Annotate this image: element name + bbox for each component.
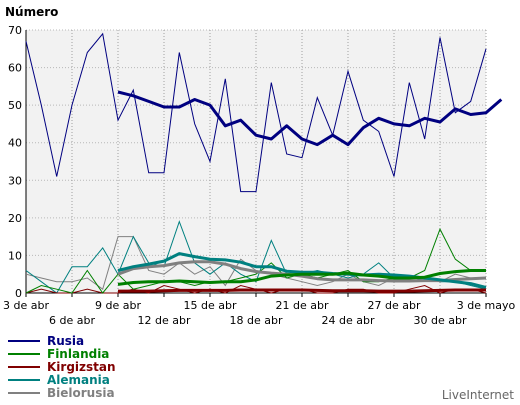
x-tick-label: 3 de mayo (457, 299, 516, 312)
legend-entry: Rusia (47, 334, 84, 348)
y-tick-label: 70 (8, 24, 22, 37)
legend-entry: Bielorusia (47, 386, 115, 400)
legend-entry: Alemania (47, 373, 110, 387)
legend: RusiaFinlandiaKirgizstanAlemaniaBielorus… (8, 334, 116, 400)
x-tick-label: 21 de abr (276, 299, 329, 312)
legend-entry: Kirgizstan (47, 360, 116, 374)
series-average-line-kirgizstan (118, 288, 486, 293)
y-tick-label: 60 (8, 62, 22, 75)
x-tick-label: 24 de abr (322, 314, 375, 327)
y-axis-label: Número (5, 5, 58, 19)
y-tick-label: 30 (8, 174, 22, 187)
x-tick-label: 30 de abr (414, 314, 467, 327)
y-tick-label: 40 (8, 137, 22, 150)
series-average-line-bielorusia (117, 260, 487, 283)
series-average-line-rusia (117, 90, 503, 147)
x-tick-label: 9 de abr (95, 299, 141, 312)
series-line-rusia (25, 32, 487, 193)
x-ticks: 3 de abr 9 de abr 15 de abr 21 de abr 27 de … (3, 293, 515, 327)
x-tick-label: 15 de abr (184, 299, 237, 312)
y-tick-label: 20 (8, 212, 22, 225)
grid (25, 29, 487, 294)
series-lines (25, 32, 503, 294)
legend-entry: Finlandia (47, 347, 109, 361)
x-tick-label: 27 de abr (368, 299, 421, 312)
x-tick-label: 18 de abr (230, 314, 283, 327)
y-tick-label: 50 (8, 99, 22, 112)
x-tick-label: 12 de abr (138, 314, 191, 327)
x-tick-label: 6 de abr (49, 314, 95, 327)
series-average-line-finlandia (117, 269, 486, 286)
y-tick-label: 0 (15, 287, 22, 300)
y-tick-label: 10 (8, 249, 22, 262)
y-ticks: 0 10 20 30 40 50 60 70 (8, 24, 22, 300)
branding: LiveInternet (442, 388, 514, 402)
x-tick-label: 3 de abr (3, 299, 49, 312)
